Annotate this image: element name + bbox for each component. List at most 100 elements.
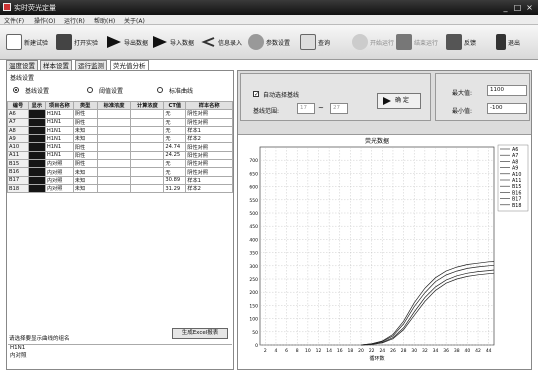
table-row[interactable]: B18 内对照 未知 31.29 样本2	[7, 183, 233, 194]
menu-help[interactable]: 帮助(H)	[94, 18, 116, 25]
col-project[interactable]: 项目名称	[44, 100, 74, 111]
col-ct[interactable]: CT值	[163, 100, 187, 111]
minimize-button[interactable]: _	[503, 3, 508, 12]
x-tick-label: 16	[337, 348, 343, 354]
range-to-input[interactable]: 27	[330, 103, 348, 114]
start-run-button[interactable]: 开始运行	[352, 31, 394, 53]
table-row[interactable]: A7 H1N1 阴性 无阴性对照	[7, 117, 233, 127]
table-row[interactable]: A11 H1N1 阳性 24.25 阳性对照	[7, 150, 233, 161]
tab-fluorescence-analysis[interactable]: 荧光值分析	[110, 60, 149, 70]
cell-show-swatch	[27, 134, 46, 144]
import-data-button[interactable]: 导入数据	[152, 31, 194, 53]
y-tick-label: 100	[249, 317, 258, 323]
legend-label: B15	[512, 184, 521, 190]
range-separator: ~	[318, 104, 324, 112]
max-input[interactable]: 1100	[487, 85, 527, 96]
cell-ct: 无	[163, 134, 187, 144]
y-tick-label: 550	[249, 198, 258, 204]
radio-threshold[interactable]	[87, 87, 93, 93]
cell-id: B15	[7, 159, 29, 169]
series-line-b18	[360, 272, 495, 346]
new-experiment-button[interactable]: 新建试验	[6, 31, 48, 53]
table-row[interactable]: A8 H1N1 未知 无样本1	[7, 125, 233, 136]
parameter-settings-button[interactable]: 参数设置	[248, 31, 290, 53]
exit-button[interactable]: 退出	[496, 31, 520, 53]
group-list[interactable]: H1N1 内对照	[8, 344, 232, 369]
cell-ct: 31.29	[163, 183, 187, 194]
cell-project: 内对照	[44, 175, 74, 185]
cell-show-swatch	[27, 150, 46, 161]
menu-operate[interactable]: 操作(O)	[34, 18, 56, 25]
window-title: 实时荧光定量	[14, 4, 56, 12]
x-tick-label: 28	[401, 348, 407, 354]
x-tick-label: 14	[326, 348, 332, 354]
legend-label: A9	[512, 166, 518, 172]
table-row[interactable]: B16 内对照 未知 无阴性对照	[7, 167, 233, 177]
fluorescence-chart: 荧光数据 0 50 100 150 200 250 300 350 400 450 500 550 600…	[249, 137, 529, 362]
group-item[interactable]: 内对照	[10, 353, 27, 359]
maximize-button[interactable]: □	[513, 3, 522, 12]
cell-project: H1N1	[44, 125, 74, 136]
cell-show-swatch	[27, 167, 46, 177]
cell-project: H1N1	[44, 117, 74, 127]
x-tick-label: 32	[422, 348, 428, 354]
cell-show-swatch	[27, 183, 46, 194]
open-experiment-icon	[56, 34, 72, 50]
x-tick-label: 30	[411, 348, 417, 354]
tab-monitor[interactable]: 运行监测	[75, 60, 107, 70]
cell-sample: 样本2	[185, 183, 233, 194]
cell-std-conc	[96, 150, 132, 161]
cell-calc-conc	[130, 183, 165, 194]
cell-calc-conc	[130, 175, 165, 185]
stop-run-button[interactable]: 结束运行	[396, 31, 438, 53]
cell-show-swatch	[27, 142, 46, 152]
col-id[interactable]: 编号	[7, 100, 29, 111]
table-row[interactable]: A10 H1N1 阳性 24.74 阳性对照	[7, 142, 233, 152]
export-data-button[interactable]: 导出数据	[106, 31, 148, 53]
radio-standard-curve[interactable]	[157, 87, 163, 93]
exit-icon	[496, 34, 506, 50]
min-input[interactable]: -100	[487, 103, 527, 114]
menu-file[interactable]: 文件(F)	[4, 18, 25, 25]
legend-label: A10	[512, 172, 521, 178]
col-sample[interactable]: 样本名称	[185, 100, 233, 111]
auto-baseline-checkbox[interactable]: ✓	[253, 91, 260, 98]
x-tick-label: 42	[475, 348, 481, 354]
legend-label: A8	[512, 159, 518, 165]
cell-std-conc	[96, 134, 132, 144]
confirm-label: 确 定	[395, 97, 409, 104]
col-calc-conc[interactable]: 计算浓度	[130, 100, 165, 111]
table-row[interactable]: B15 内对照 阴性 无阴性对照	[7, 159, 233, 169]
open-experiment-button[interactable]: 打开实验	[56, 31, 98, 53]
table-row[interactable]: B17 内对照 未知 30.89 样本1	[7, 175, 233, 185]
info-entry-button[interactable]: 信息录入	[200, 31, 242, 53]
col-std-conc[interactable]: 标准浓度	[96, 100, 132, 111]
generate-report-button[interactable]: 生成Excel报表	[172, 328, 228, 339]
tab-sample[interactable]: 样本设置	[40, 60, 72, 70]
cell-show-swatch	[27, 159, 46, 169]
range-from-input[interactable]: 17	[297, 103, 315, 114]
close-button[interactable]: ×	[526, 3, 533, 12]
cell-project: H1N1	[44, 142, 74, 152]
table-row[interactable]: A9 H1N1 未知 无样本2	[7, 134, 233, 144]
auto-baseline-label: 自动选择基线	[263, 92, 300, 99]
cell-id: A6	[7, 109, 29, 119]
menu-about[interactable]: 关于(A)	[124, 18, 145, 25]
col-type[interactable]: 类型	[72, 100, 98, 111]
cell-project: 内对照	[44, 167, 74, 177]
feedback-button[interactable]: 反馈	[446, 31, 476, 53]
y-tick-label: 400	[249, 237, 258, 243]
query-button[interactable]: 查询	[300, 31, 330, 53]
tab-temperature[interactable]: 温度设置	[6, 60, 38, 70]
table-row[interactable]: A6 H1N1 阴性 无阴性对照	[7, 109, 233, 119]
radio-baseline[interactable]	[13, 87, 19, 93]
menu-run[interactable]: 运行(R)	[64, 18, 85, 25]
app-icon	[3, 3, 11, 11]
start-run-label: 开始运行	[370, 39, 395, 47]
confirm-button[interactable]: 确 定	[377, 93, 421, 109]
cell-type: 未知	[72, 183, 98, 194]
y-tick-label: 350	[249, 251, 258, 257]
cell-sample: 阴性对照	[185, 109, 233, 119]
col-show[interactable]: 显示	[27, 100, 46, 111]
group-item[interactable]: H1N1	[10, 345, 26, 351]
